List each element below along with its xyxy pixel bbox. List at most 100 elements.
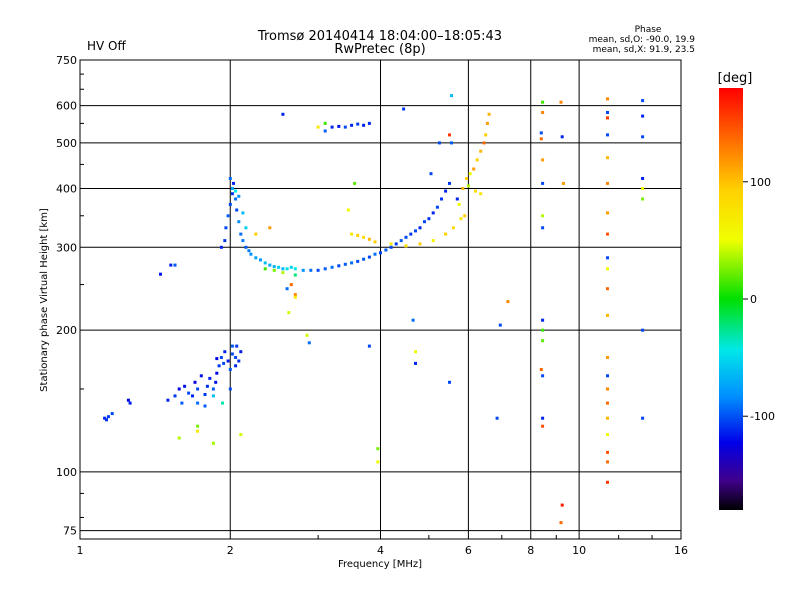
x-tick-label: 6 (465, 544, 472, 557)
data-point (606, 387, 609, 391)
data-point (606, 111, 609, 114)
data-point (293, 267, 297, 271)
data-point (177, 387, 181, 391)
data-point (479, 192, 483, 196)
data-point (228, 368, 232, 371)
data-point (180, 401, 184, 405)
data-point (241, 211, 245, 215)
data-point (367, 237, 371, 241)
data-point (196, 387, 200, 391)
data-point (293, 295, 297, 299)
data-point (173, 394, 177, 398)
data-point (431, 211, 435, 215)
data-point (641, 328, 645, 332)
colorbar-label: [deg] (718, 71, 753, 86)
data-point (367, 344, 371, 348)
data-point (224, 226, 228, 230)
data-point (281, 271, 285, 275)
data-point (183, 384, 187, 388)
data-point (539, 137, 543, 141)
data-point (285, 287, 289, 291)
colorbar-tick-label: 100 (750, 176, 771, 189)
data-point (429, 172, 433, 176)
data-point (203, 404, 207, 408)
data-point (606, 401, 609, 405)
data-point (404, 244, 408, 248)
data-point (606, 267, 609, 271)
data-point (431, 239, 435, 243)
y-tick-label: 100 (56, 466, 77, 479)
x-tick-label: 2 (227, 544, 234, 557)
data-point (187, 391, 191, 395)
data-point (606, 232, 609, 236)
data-point (606, 287, 609, 291)
data-point (444, 232, 448, 236)
data-point (211, 441, 215, 445)
phase-stats-o: mean, sd,O: -90.0, 19.9 (589, 35, 696, 45)
data-point (541, 339, 545, 343)
data-point (641, 135, 645, 139)
data-point (479, 149, 483, 153)
data-point (309, 268, 313, 272)
y-tick-label: 400 (56, 182, 77, 195)
data-point (230, 344, 234, 348)
data-point (263, 261, 267, 265)
data-point (110, 412, 114, 416)
data-point (234, 197, 238, 201)
data-point (379, 251, 382, 255)
data-point (287, 311, 291, 315)
data-point (239, 433, 243, 437)
data-point (541, 374, 545, 378)
data-point (128, 401, 132, 405)
plot-frame (79, 59, 682, 540)
data-point (384, 248, 388, 252)
data-point (606, 433, 609, 437)
data-point (268, 263, 272, 267)
data-point (376, 447, 380, 451)
data-point (214, 380, 218, 384)
data-point (356, 259, 360, 263)
data-point (353, 181, 357, 185)
data-point (230, 192, 234, 196)
data-point (409, 232, 413, 236)
data-point (376, 460, 380, 464)
data-point (606, 97, 609, 101)
data-point (404, 235, 408, 239)
data-point (196, 424, 200, 428)
data-point (237, 359, 241, 363)
data-point (459, 217, 463, 221)
data-point (362, 235, 366, 239)
data-point (389, 242, 393, 246)
data-point (228, 177, 232, 180)
scatter-points (103, 94, 645, 525)
data-point (166, 398, 170, 402)
data-point (230, 352, 234, 356)
data-point (541, 214, 545, 218)
data-point (450, 94, 453, 98)
x-tick-label: 8 (527, 544, 534, 557)
data-point (389, 245, 393, 249)
data-point (463, 214, 467, 218)
data-point (254, 256, 258, 260)
x-axis-ticks: 1 2 4 6 8 10 16 (77, 535, 688, 557)
data-point (362, 257, 366, 261)
data-point (541, 111, 545, 114)
data-point (268, 226, 272, 230)
data-point (411, 318, 415, 322)
data-point (343, 262, 347, 266)
data-point (281, 112, 285, 116)
data-point (249, 252, 253, 256)
data-point (450, 141, 453, 145)
data-point (484, 133, 488, 137)
data-point (560, 503, 564, 507)
data-point (541, 416, 545, 420)
data-point (305, 333, 309, 337)
data-point (350, 123, 354, 127)
colorbar (719, 88, 743, 510)
y-tick-label: 200 (56, 324, 77, 337)
x-tick-label: 1 (77, 544, 84, 557)
data-point (468, 172, 472, 176)
data-point (307, 341, 311, 345)
data-point (440, 197, 443, 201)
y-axis-ticks: 75 100 200 300 400 500 600 750 (56, 54, 84, 538)
